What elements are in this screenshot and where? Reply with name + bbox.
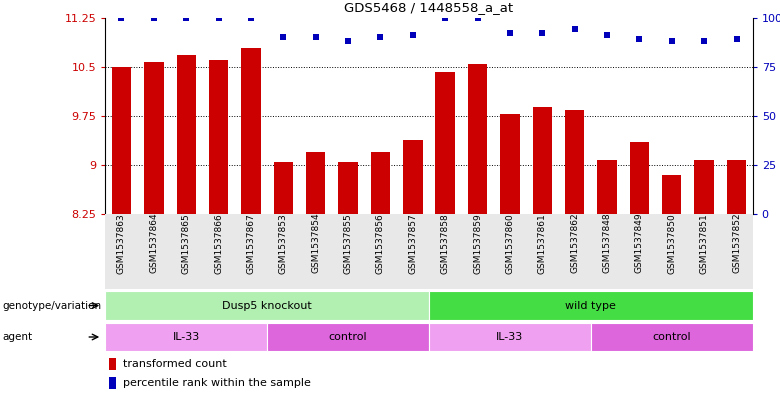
Point xyxy=(115,15,128,21)
Text: wild type: wild type xyxy=(566,301,616,310)
Point xyxy=(147,15,160,21)
Point xyxy=(536,30,548,37)
Bar xyxy=(727,160,746,214)
Text: IL-33: IL-33 xyxy=(172,332,200,342)
Bar xyxy=(597,160,617,214)
Point xyxy=(601,32,613,39)
Bar xyxy=(468,64,488,214)
Bar xyxy=(176,55,196,214)
Bar xyxy=(339,162,358,214)
Bar xyxy=(662,175,682,214)
Bar xyxy=(629,142,649,214)
Bar xyxy=(105,323,267,351)
Bar xyxy=(267,323,429,351)
Bar xyxy=(274,162,293,214)
Title: GDS5468 / 1448558_a_at: GDS5468 / 1448558_a_at xyxy=(345,1,513,14)
Bar xyxy=(105,292,429,320)
Text: genotype/variation: genotype/variation xyxy=(2,301,101,310)
Text: control: control xyxy=(328,332,367,342)
Bar xyxy=(209,60,229,214)
Text: agent: agent xyxy=(2,332,32,342)
Point xyxy=(439,15,452,21)
Point xyxy=(277,34,289,40)
Point xyxy=(374,34,387,40)
Point xyxy=(569,26,581,33)
Point xyxy=(633,36,646,42)
Point xyxy=(310,34,322,40)
Bar xyxy=(533,107,552,214)
Bar xyxy=(144,62,164,214)
Text: Dusp5 knockout: Dusp5 knockout xyxy=(222,301,312,310)
Bar xyxy=(403,140,423,214)
Point xyxy=(342,38,354,44)
Bar xyxy=(590,323,753,351)
Bar xyxy=(112,67,131,214)
Point xyxy=(471,15,484,21)
Point xyxy=(245,15,257,21)
Bar xyxy=(370,152,390,214)
Bar xyxy=(565,110,584,214)
Text: IL-33: IL-33 xyxy=(496,332,523,342)
Point xyxy=(212,15,225,21)
Point xyxy=(698,38,711,44)
Text: control: control xyxy=(652,332,691,342)
Bar xyxy=(306,152,325,214)
Bar xyxy=(429,292,753,320)
Bar xyxy=(429,323,591,351)
Point xyxy=(730,36,743,42)
Bar xyxy=(108,358,116,370)
Point xyxy=(406,32,419,39)
Bar xyxy=(694,160,714,214)
Bar xyxy=(500,114,519,214)
Point xyxy=(504,30,516,37)
Text: transformed count: transformed count xyxy=(123,359,227,369)
Point xyxy=(665,38,678,44)
Bar xyxy=(435,72,455,214)
Bar xyxy=(241,48,261,214)
Bar xyxy=(108,377,116,389)
Point xyxy=(180,15,193,21)
Text: percentile rank within the sample: percentile rank within the sample xyxy=(123,378,311,388)
